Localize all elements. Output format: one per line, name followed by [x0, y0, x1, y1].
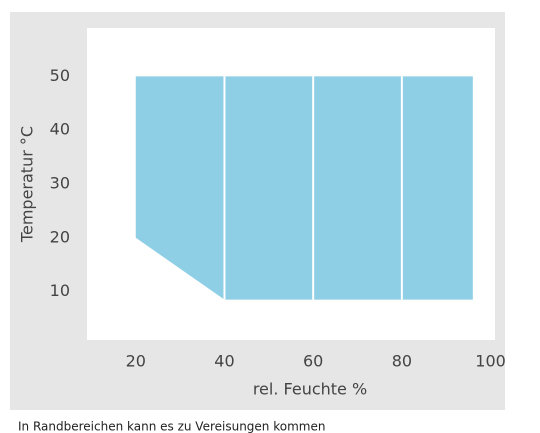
y-tick-label: 20: [50, 227, 70, 246]
x-axis-label: rel. Feuchte %: [253, 380, 367, 399]
x-tick-label: 100: [475, 352, 506, 371]
x-tick-label: 60: [303, 352, 323, 371]
x-tick-label: 80: [392, 352, 412, 371]
x-tick-label: 20: [126, 352, 146, 371]
x-tick-label: 40: [214, 352, 234, 371]
area: [135, 76, 473, 300]
y-tick-label: 10: [50, 281, 70, 300]
y-axis-label: Temperatur °C: [18, 126, 37, 243]
y-tick-label: 30: [50, 174, 70, 193]
y-tick-label: 40: [50, 120, 70, 139]
y-tick-label: 50: [50, 66, 70, 85]
dividers: [223, 76, 403, 300]
caption: In Randbereichen kann es zu Vereisungen …: [18, 420, 325, 433]
